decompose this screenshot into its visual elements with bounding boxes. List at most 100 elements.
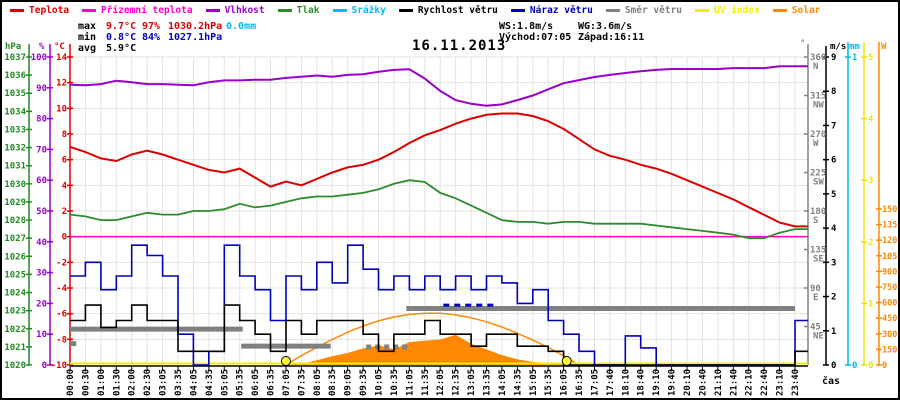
pressure-axis: 1020 1021 1022 1023 1024 1025 1026 1027 1028 1029… <box>4 44 32 371</box>
time-tick-label: 11:05 <box>405 369 415 396</box>
legend-swatch-icon <box>605 9 620 12</box>
time-tick-label: 07:05 <box>282 369 292 396</box>
legend-item-sm-r-v-tru: Směr větru <box>605 5 683 16</box>
stat-avg-temp: 5.9°C <box>106 43 137 54</box>
axis-label: 2 <box>868 238 873 248</box>
time-tick-label: 19:40 <box>668 369 678 396</box>
axis-label: 0 <box>852 361 857 371</box>
legend-swatch-icon <box>332 9 347 12</box>
stat-max-rain: 0.0mm <box>226 21 257 32</box>
time-tick-label: 00:00 <box>66 369 76 396</box>
sunset-marker <box>561 356 572 366</box>
humidity-line <box>69 65 808 107</box>
gridlines <box>69 56 808 365</box>
time-tick-label: 12:05 <box>436 369 446 396</box>
legend-item-sr-ky: Srážky <box>332 5 386 16</box>
stat-sunset: Západ:16:11 <box>578 32 645 43</box>
axis-label: 0 <box>62 233 67 243</box>
axis-label: 0 <box>868 361 873 371</box>
time-tick-label: 06:35 <box>267 369 277 396</box>
axis-label: 1037 <box>4 53 26 63</box>
axis-label: 0 <box>831 361 836 371</box>
time-tick-label: 17:05 <box>590 369 600 396</box>
legend-swatch-icon <box>695 9 710 12</box>
axis-label: 1022 <box>4 325 26 335</box>
axis-label: 1032 <box>4 144 26 154</box>
legend-label: Přízemní teplota <box>101 5 193 16</box>
time-tick-label: 08:05 <box>313 369 323 396</box>
legend-swatch-icon <box>510 9 525 12</box>
time-tick-label: 14:05 <box>498 369 508 396</box>
time-tick-label: 13:05 <box>467 369 477 396</box>
legend-swatch-icon <box>398 9 413 12</box>
axis-label: 315 <box>810 92 826 102</box>
axis-label: 1021 <box>4 343 26 353</box>
axis-label: 10 <box>56 104 67 114</box>
time-tick-label: 02:30 <box>143 369 153 396</box>
time-tick-label: 23:40 <box>791 369 801 396</box>
axis-label: 1034 <box>4 107 26 117</box>
axis-label: 45 <box>810 323 821 333</box>
axis-label: 1027 <box>4 234 26 244</box>
axis-label: 9 <box>831 53 836 63</box>
axis-label: 1030 <box>4 180 26 190</box>
axis-label: 1029 <box>4 198 26 208</box>
time-tick-label: 01:00 <box>97 369 107 396</box>
axis-label: 20 <box>36 299 47 309</box>
time-tick-label: 20:10 <box>683 369 693 396</box>
legend-item-vlhkost: Vlhkost <box>205 5 265 16</box>
time-tick-label: 00:30 <box>81 369 91 396</box>
windspeed-axis: 0 1 2 3 4 5 6 7 8 9 <box>823 46 837 371</box>
solar-axis: 0 150 300 450 600 750 900 1050 1200 1350 1500 <box>876 42 898 371</box>
rain-axis-title: mm <box>849 42 860 52</box>
axis-label: 3 <box>831 258 836 268</box>
legend-label: Teplota <box>29 5 70 16</box>
axis-label: 4 <box>868 115 874 125</box>
legend-swatch-icon <box>772 9 787 12</box>
chart-legend: Teplota Přízemní teplota Vlhkost Tlak Srážky… <box>10 5 820 16</box>
legend-label: Směr větru <box>624 5 683 16</box>
legend-item-teplota: Teplota <box>10 5 69 16</box>
axis-label: -8 <box>56 335 67 345</box>
legend-label: UV index <box>714 5 760 16</box>
legend-swatch-icon <box>82 9 97 12</box>
time-tick-label: 04:35 <box>205 369 215 396</box>
time-tick-label: 23:10 <box>776 369 786 396</box>
axis-label: 1350 <box>882 221 898 231</box>
time-tick-label: 05:05 <box>220 369 230 396</box>
time-tick-label: 12:35 <box>452 369 462 396</box>
axis-label: SW <box>813 178 824 188</box>
time-tick-label: 22:40 <box>760 369 770 396</box>
axis-label: 360 <box>810 53 826 63</box>
rain-axis: 01 <box>845 42 857 371</box>
chart-title-date: 16.11.2013 <box>412 38 507 54</box>
axis-label: 12 <box>56 79 67 89</box>
time-tick-label: 19:10 <box>652 369 662 396</box>
axis-label: -4 <box>56 284 67 294</box>
humidity-axis: 0 10 20 30 40 50 60 70 80 90 100 <box>31 44 53 371</box>
axis-label: 6 <box>831 156 836 166</box>
axis-label: 40 <box>36 238 47 248</box>
legend-item-uv-index: UV index <box>695 5 760 16</box>
axis-label: 150 <box>882 345 897 355</box>
axis-label: S <box>813 216 818 226</box>
humidity-axis-title: % <box>39 42 45 52</box>
legend-item-rychlost-v-tru: Rychlost větru <box>398 5 498 16</box>
time-tick-label: 06:05 <box>251 369 261 396</box>
stat-max-label: max <box>78 21 97 32</box>
axis-label: NE <box>813 332 824 342</box>
axis-label: 270 <box>810 130 826 140</box>
legend-label: Srážky <box>351 5 386 16</box>
axis-label: 1024 <box>4 289 26 299</box>
time-tick-label: 16:05 <box>560 369 570 396</box>
stat-max-pressure: 1030.2hPa <box>168 21 223 32</box>
stat-wind-speed: WS:1.8m/s <box>499 21 554 32</box>
time-tick-label: 15:05 <box>529 369 539 396</box>
axis-label: 1 <box>852 53 857 63</box>
time-tick-label: 18:40 <box>637 369 647 396</box>
time-tick-label: 09:35 <box>359 369 369 396</box>
time-tick-label: 11:35 <box>421 369 431 396</box>
axis-label: 1031 <box>4 162 26 172</box>
axis-label: 1035 <box>4 89 26 99</box>
